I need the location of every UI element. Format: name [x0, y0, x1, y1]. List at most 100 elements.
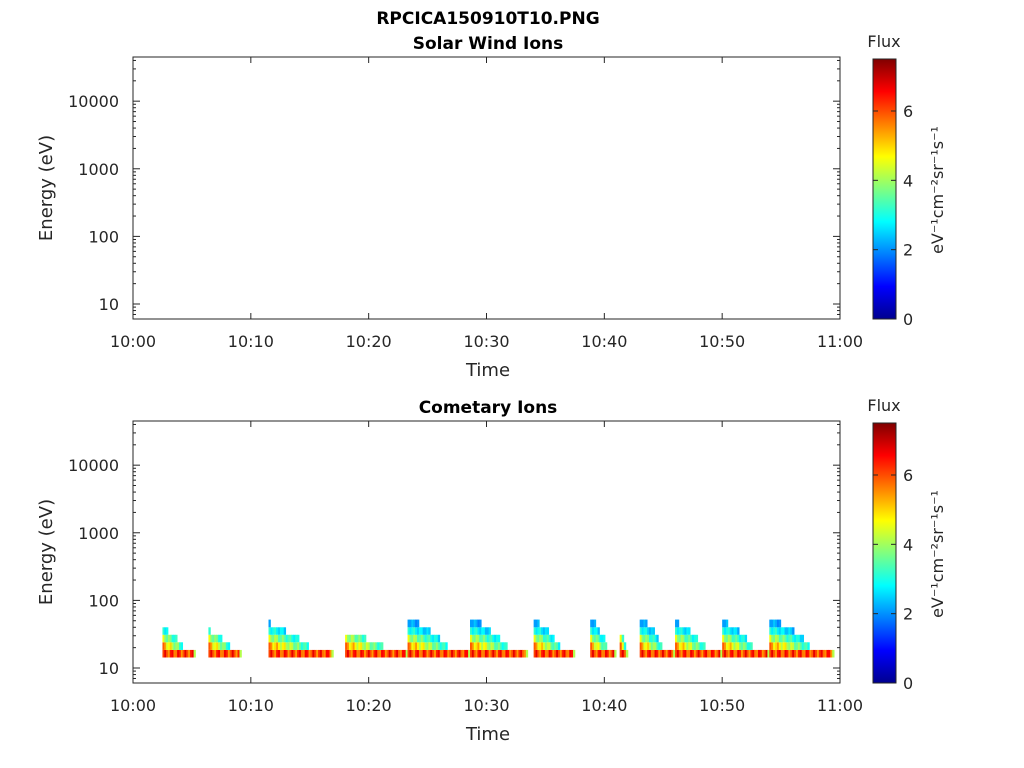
spectrogram-cell [533, 649, 536, 658]
spectrogram-cell [548, 642, 551, 650]
spectrogram-cell [285, 649, 288, 658]
spectrogram-cell [274, 627, 277, 635]
spectrogram-cell [799, 649, 803, 658]
spectrogram-cell [268, 642, 271, 650]
spectrogram-cell [675, 649, 678, 658]
spectrogram-cell [346, 642, 350, 650]
spectrogram-cell [522, 649, 525, 658]
x-axis: 10:00 10:10 10:20 10:30 10:40 10:50 11:00 [110, 57, 863, 351]
spectrogram-cell [645, 642, 648, 650]
spectrogram-cell [682, 649, 685, 658]
spectrogram-cell [592, 649, 595, 658]
spectrogram-cell [471, 627, 475, 635]
spectrogram-cell [358, 634, 361, 643]
spectrogram-cell [394, 649, 397, 658]
spectrogram-cell [725, 649, 729, 658]
spectrogram-cell [656, 642, 659, 650]
spectrogram-cell [225, 642, 229, 650]
spectrogram-cell [537, 619, 540, 628]
spectrogram-cell [407, 634, 410, 643]
colorbar-ticks: 0 2 4 6 [873, 102, 913, 329]
spectrogram-cell [748, 649, 751, 658]
spectrogram-cell [496, 634, 499, 643]
spectrogram-cell [599, 649, 602, 658]
spectrogram-cell [297, 634, 300, 643]
spectrogram-cell [678, 627, 682, 635]
spectrogram-cell [712, 649, 716, 658]
spectrogram-cell [778, 619, 782, 628]
spectrogram-cell [801, 642, 805, 650]
spectrogram-cell [437, 634, 441, 643]
spectrogram-cell [278, 649, 281, 658]
spectrogram-cell [744, 634, 748, 643]
spectrogram-cell [705, 649, 708, 658]
spectrogram-cell [775, 642, 778, 650]
spectrogram-cell [692, 649, 695, 658]
spectrogram-cell [815, 649, 818, 658]
colorbar-tick-label: 6 [903, 466, 913, 485]
spectrogram-cell [350, 634, 354, 643]
colorbar-solar-wind: Flux 0 2 4 6 eV⁻¹cm⁻²sr⁻¹s⁻¹ [867, 32, 947, 329]
spectrogram-cell [214, 642, 217, 650]
spectrogram-cell [741, 649, 744, 658]
spectrogram-cell [470, 649, 473, 658]
spectrogram-cell [737, 642, 740, 650]
spectrogram-cell [639, 627, 642, 635]
spectrogram-cell [486, 627, 490, 635]
spectrogram-cell [208, 649, 211, 658]
spectrogram-cell [803, 649, 806, 658]
spectrogram-cell [741, 642, 744, 650]
spectrogram-cell [169, 634, 173, 643]
spectrogram-cell [725, 634, 729, 643]
spectrogram-cell [563, 649, 566, 658]
spectrogram-cell [769, 634, 772, 643]
spectrogram-cell [299, 642, 302, 650]
spectrogram-cell [278, 634, 281, 643]
spectrogram-cell [302, 649, 306, 658]
spectrogram-cell [188, 649, 191, 658]
spectrogram-cell [417, 619, 420, 628]
spectrogram-cell [375, 649, 378, 658]
spectrogram-cell [415, 649, 418, 658]
spectrogram-cell [295, 642, 298, 650]
spectrogram-cell [350, 649, 354, 658]
spectrogram-cell [813, 649, 816, 658]
spectrogram-cell [422, 634, 425, 643]
spectrogram-cell [497, 649, 501, 658]
spectrogram-cell [464, 649, 467, 658]
spectrogram-cell [225, 649, 229, 658]
spectrogram-cell [639, 649, 642, 658]
spectrogram-cell [484, 627, 488, 635]
spectrogram-cell [488, 649, 491, 658]
spectrogram-cell [323, 649, 327, 658]
spectrogram-cell [558, 649, 561, 658]
spectrogram-cell [399, 649, 403, 658]
spectrogram-cell [544, 642, 548, 650]
spectrogram-cell [654, 642, 657, 650]
spectrogram-cell [686, 642, 689, 650]
spectrogram-cell [413, 619, 416, 628]
spectrogram-cell [792, 627, 795, 635]
y-tick-label: 10 [99, 659, 119, 678]
spectrogram-cell [656, 634, 659, 643]
spectrogram-cell [790, 627, 793, 635]
panel-title: Solar Wind Ions [413, 34, 564, 54]
spectrogram-cell [803, 642, 806, 650]
spectrogram-cell [548, 634, 551, 643]
spectrogram-cell [484, 649, 488, 658]
spectrogram-cell [268, 627, 271, 635]
spectrogram-cell [435, 642, 439, 650]
spectrogram-cell [470, 634, 473, 643]
spectrogram-cell [424, 649, 427, 658]
spectrogram-cell [660, 649, 663, 658]
spectrogram-cell [451, 649, 454, 658]
spectrogram-cell [300, 649, 304, 658]
spectrogram-cell [773, 649, 776, 658]
spectrogram-cell [346, 634, 350, 643]
spectrogram-cell [782, 627, 785, 635]
spectrogram-cell [776, 619, 780, 628]
spectrogram-cell [623, 642, 627, 650]
spectrogram-cell [539, 627, 542, 635]
spectrogram-cell [490, 649, 493, 658]
spectrogram-cell [558, 642, 561, 650]
